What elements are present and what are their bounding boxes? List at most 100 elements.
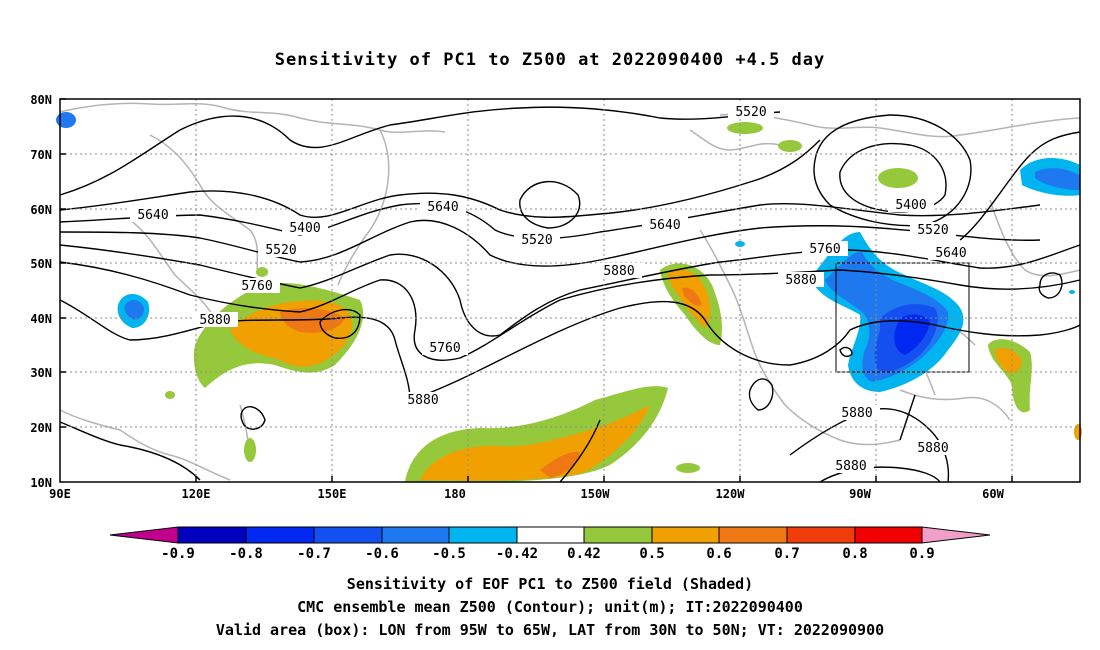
negative-patch-north-america-max — [894, 314, 930, 355]
colorbar-label: -0.5 — [432, 546, 466, 562]
svg-text:5520: 5520 — [917, 223, 948, 238]
z500-contours — [59, 106, 1081, 483]
lon-tick-label: 90E — [49, 487, 71, 501]
colorbar-swatch — [921, 526, 991, 544]
colorbar-label: -0.8 — [229, 546, 263, 562]
lat-tick-label: 30N — [30, 366, 52, 380]
colorbar-swatch — [245, 526, 315, 544]
colorbar-swatch — [651, 526, 720, 544]
colorbar-swatch — [583, 526, 653, 544]
colorbar-swatch — [718, 526, 788, 544]
lat-tick-label: 80N — [30, 93, 52, 107]
colorbar-label: 0.8 — [842, 546, 867, 562]
positive-patch-tropical-pacific-core — [420, 405, 650, 481]
colorbar-swatch — [854, 526, 923, 544]
lon-tick-label: 150W — [581, 487, 611, 501]
positive-spot-4 — [1074, 424, 1082, 440]
lat-tick-labels: 80N 70N 60N 50N 40N 30N 20N 10N — [30, 93, 52, 490]
positive-patch-us-west-max — [682, 287, 702, 306]
axis-tick-marks — [60, 98, 1013, 482]
contour-label: 5400 — [888, 197, 934, 213]
colorbar-label: 0.7 — [774, 546, 799, 562]
svg-text:5640: 5640 — [427, 200, 458, 215]
svg-text:5640: 5640 — [649, 218, 680, 233]
positive-patch-arctic-1 — [727, 122, 763, 134]
positive-spot-1 — [165, 391, 175, 399]
lon-tick-label: 60W — [982, 487, 1004, 501]
contour-label: 5880 — [192, 312, 238, 328]
contour-label: 5640 — [642, 217, 688, 233]
colorbar-swatch — [786, 526, 856, 544]
svg-text:5880: 5880 — [199, 313, 230, 328]
colorbar-swatch — [313, 526, 383, 544]
svg-text:5520: 5520 — [265, 243, 296, 258]
negative-patch-alaska — [56, 112, 76, 128]
svg-text:5400: 5400 — [895, 198, 926, 213]
lat-tick-label: 40N — [30, 312, 52, 326]
lat-tick-label: 60N — [30, 203, 52, 217]
positive-spot-3 — [256, 267, 268, 277]
contour-label: 5640 — [928, 245, 974, 261]
lat-tick-label: 20N — [30, 421, 52, 435]
colorbar — [109, 526, 991, 544]
svg-text:5640: 5640 — [137, 208, 168, 223]
contour-label: 5760 — [422, 340, 468, 356]
svg-text:5880: 5880 — [603, 264, 634, 279]
contour-label: 5520 — [258, 242, 304, 258]
svg-text:5760: 5760 — [429, 341, 460, 356]
caption-valid-area: Valid area (box): LON from 95W to 65W, L… — [215, 621, 885, 639]
colorbar-label: -0.7 — [297, 546, 331, 562]
colorbar-label: 0.42 — [567, 546, 601, 562]
contour-label: 5880 — [834, 405, 880, 421]
contour-label: 5880 — [910, 440, 956, 456]
positive-spot-5 — [676, 463, 700, 473]
contour-label: 5520 — [728, 104, 774, 120]
lat-tick-label: 70N — [30, 148, 52, 162]
negative-spot-2 — [1069, 290, 1075, 294]
lon-tick-label: 120W — [716, 487, 746, 501]
colorbar-label: -0.42 — [496, 546, 538, 562]
svg-text:5880: 5880 — [785, 273, 816, 288]
positive-patch-arctic-2 — [778, 140, 802, 152]
contour-label: 5880 — [400, 392, 446, 408]
negative-patch-asia-core — [124, 300, 144, 320]
colorbar-label: 0.9 — [909, 546, 934, 562]
svg-text:5760: 5760 — [809, 242, 840, 257]
contour-label: 5760 — [234, 278, 280, 294]
map-frame — [59, 98, 1081, 483]
contour-label: 5880 — [778, 272, 824, 288]
colorbar-label: 0.6 — [706, 546, 731, 562]
svg-text:5880: 5880 — [407, 393, 438, 408]
colorbar-swatch — [448, 526, 518, 544]
positive-patch-atlantic-core — [994, 348, 1022, 374]
contour-label: 5880 — [828, 458, 874, 474]
svg-text:5640: 5640 — [935, 246, 966, 261]
svg-text:5520: 5520 — [735, 105, 766, 120]
colorbar-label: -0.9 — [161, 546, 195, 562]
caption-contour: CMC ensemble mean Z500 (Contour); unit(m… — [297, 598, 803, 616]
colorbar-swatch — [381, 526, 450, 544]
lon-tick-label: 180 — [444, 487, 466, 501]
contour-label: 5520 — [514, 232, 560, 248]
colorbar-label: 0.5 — [639, 546, 664, 562]
contour-label: 5640 — [130, 207, 176, 223]
lat-tick-label: 10N — [30, 476, 52, 490]
lon-tick-labels: 90E 120E 150E 180 150W 120W 90W 60W — [49, 487, 1004, 501]
positive-spot-2 — [244, 438, 256, 462]
colorbar-swatch — [516, 526, 585, 544]
lat-tick-label: 50N — [30, 257, 52, 271]
svg-text:5880: 5880 — [841, 406, 872, 421]
colorbar-label: -0.6 — [365, 546, 399, 562]
lon-tick-label: 90W — [849, 487, 871, 501]
contour-labels: 5520 5640 5400 5520 5760 5880 5640 5520 … — [130, 104, 974, 474]
colorbar-labels: -0.9 -0.8 -0.7 -0.6 -0.5 -0.42 0.42 0.5 … — [161, 546, 935, 562]
sensitivity-shading — [56, 112, 1082, 482]
svg-text:5880: 5880 — [835, 459, 866, 474]
colorbar-swatch — [177, 526, 247, 544]
lon-tick-label: 120E — [182, 487, 211, 501]
positive-patch-hudson — [878, 168, 918, 188]
caption-shading: Sensitivity of EOF PC1 to Z500 field (Sh… — [346, 575, 754, 593]
colorbar-swatch — [109, 526, 179, 544]
contour-label: 5520 — [910, 222, 956, 238]
